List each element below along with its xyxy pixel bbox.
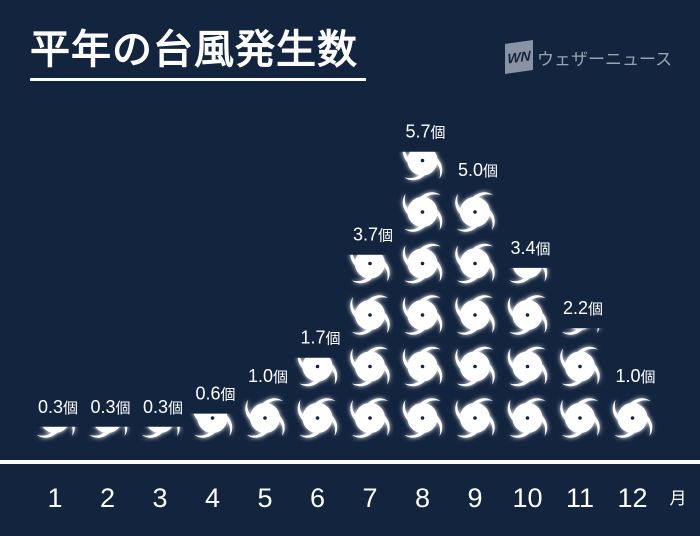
data-label: 1.0個	[615, 366, 655, 386]
typhoon-icon	[297, 398, 338, 438]
typhoon-icon-partial	[297, 357, 338, 387]
x-tick-label: 1	[47, 483, 62, 513]
typhoon-icon	[507, 346, 548, 387]
typhoon-icon	[455, 192, 495, 232]
typhoon-icon	[245, 398, 285, 438]
typhoon-icon	[455, 398, 495, 438]
data-label: 3.7個	[353, 225, 393, 245]
typhoon-icon	[402, 346, 443, 387]
data-label: 1.7個	[300, 328, 340, 348]
typhoon-icon-partial	[350, 254, 390, 284]
data-label: 2.2個	[563, 298, 603, 318]
x-tick-label: 10	[512, 483, 542, 513]
typhoon-icon	[455, 295, 495, 335]
typhoon-icon	[507, 398, 548, 438]
typhoon-icon	[350, 346, 390, 387]
x-tick-label: 3	[152, 483, 167, 513]
x-tick-label: 8	[415, 483, 430, 513]
typhoon-icon	[402, 295, 443, 335]
x-tick-label: 7	[362, 483, 377, 513]
typhoon-icon	[350, 295, 390, 335]
logo-text: ウェザーニュース	[537, 49, 673, 70]
typhoon-icon	[402, 192, 443, 232]
x-tick-label: 4	[205, 483, 220, 513]
typhoon-icon	[507, 295, 548, 335]
data-label: 0.3個	[143, 397, 183, 417]
title-underline	[30, 78, 366, 81]
x-axis-line	[0, 460, 700, 464]
weathernews-logo: WN ウェザーニュース	[505, 40, 673, 74]
typhoon-icon	[402, 398, 443, 438]
x-tick-label: 11	[566, 483, 594, 513]
x-unit-label: 月	[670, 489, 687, 508]
x-tick-label: 12	[617, 483, 647, 513]
typhoon-icon	[455, 346, 495, 387]
x-tick-label: 9	[467, 483, 482, 513]
data-label: 0.3個	[38, 397, 78, 417]
data-label: 0.6個	[195, 384, 235, 404]
x-tick-label: 5	[257, 483, 272, 513]
data-label: 1.0個	[248, 366, 288, 386]
typhoon-icon	[560, 398, 600, 438]
chart-title: 平年の台風発生数	[30, 27, 358, 73]
typhoon-icon	[612, 398, 653, 438]
data-label: 5.7個	[405, 122, 445, 142]
typhoon-icon	[560, 346, 600, 387]
typhoon-icon-partial	[402, 151, 443, 181]
x-tick-label: 6	[310, 483, 325, 513]
typhoon-icon	[350, 398, 390, 438]
x-tick-label: 2	[100, 483, 115, 513]
typhoon-icon	[455, 243, 495, 284]
typhoon-icon-partial	[192, 413, 233, 438]
data-label: 5.0個	[458, 160, 498, 180]
data-label: 3.4個	[510, 238, 550, 258]
data-label: 0.3個	[90, 397, 130, 417]
typhoon-icon	[402, 243, 443, 284]
